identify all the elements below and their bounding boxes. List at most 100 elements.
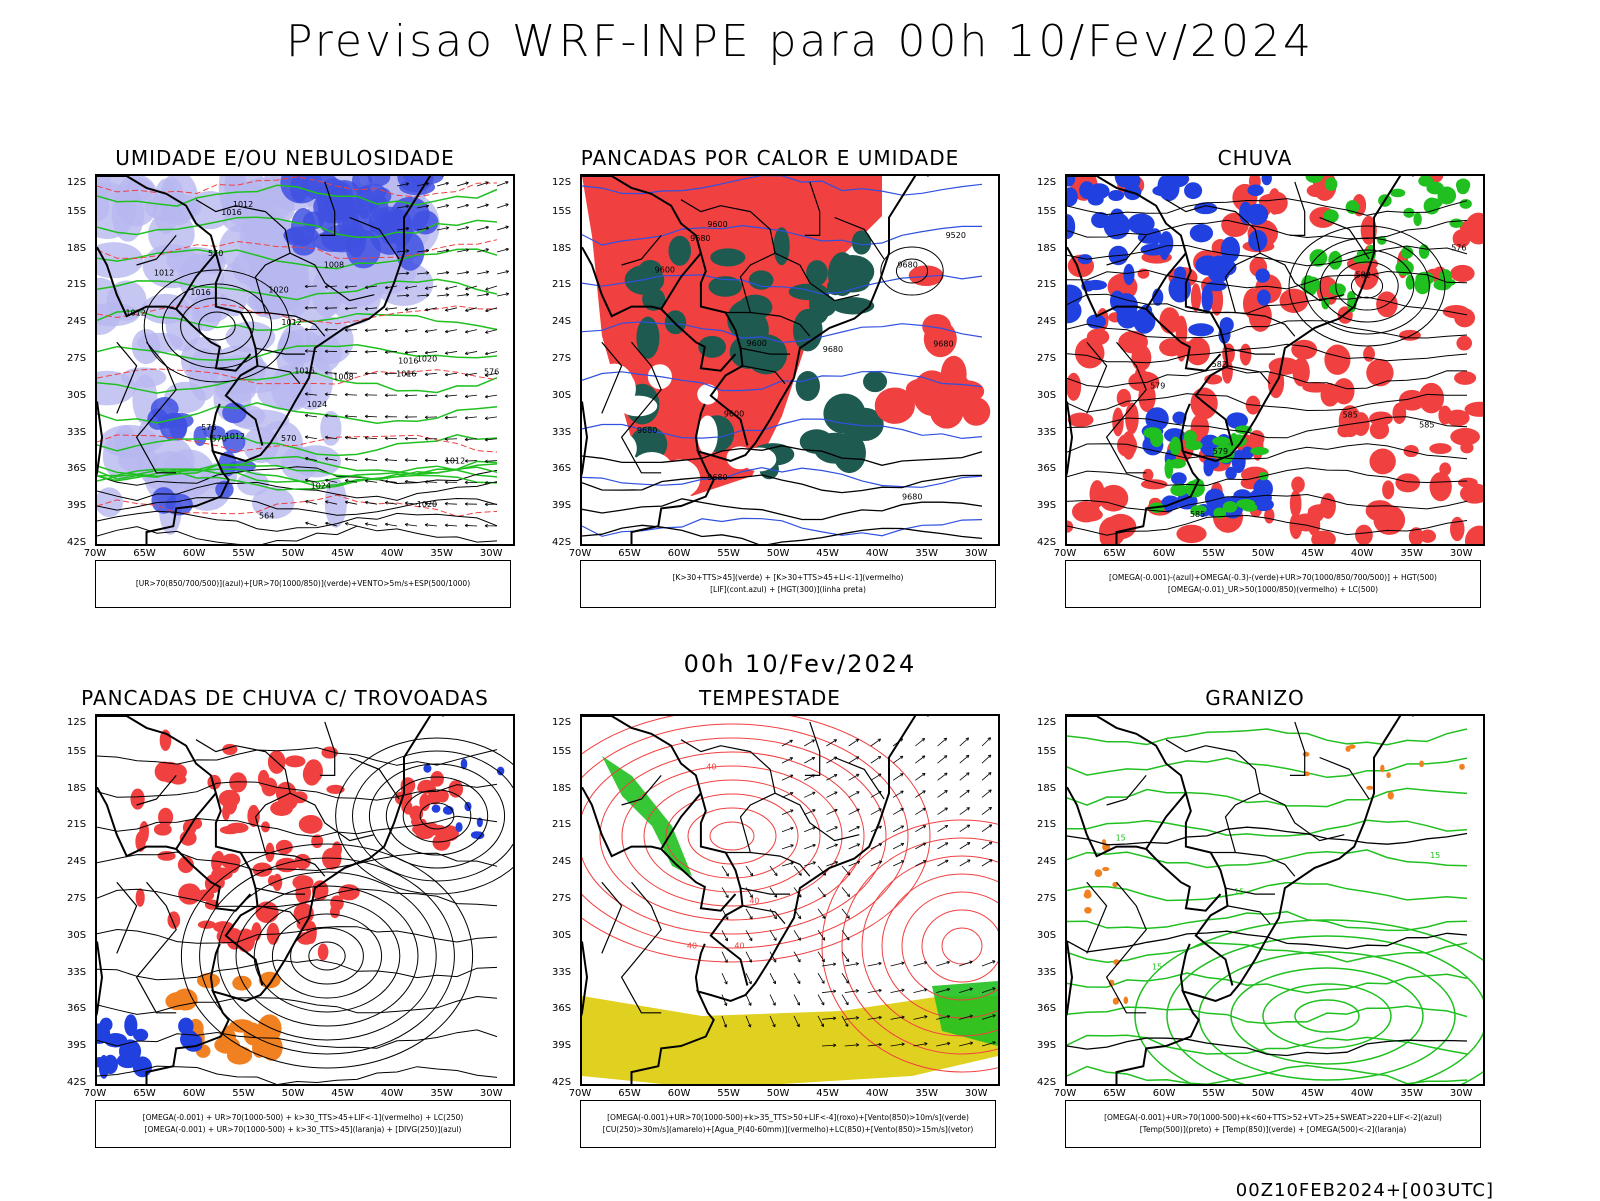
contour-label: 585 — [1190, 510, 1205, 519]
lat-tick-label: 27S — [67, 893, 86, 904]
lon-tick-label: 35W — [915, 548, 938, 559]
contour-label: 15 — [1152, 962, 1162, 971]
contour-label: 585 — [1343, 411, 1358, 420]
legend-line: [K>30+TTS>45](verde) + [K>30+TTS>45+LI<-… — [581, 572, 995, 584]
contour-label: 1016 — [190, 288, 210, 297]
lon-tick-label: 60W — [183, 548, 206, 559]
lat-tick-label: 12S — [1037, 717, 1056, 728]
lon-tick-label: 35W — [430, 1088, 453, 1099]
contour-label: 40 — [734, 942, 744, 951]
contour-label: 9680 — [897, 260, 917, 269]
lon-tick-label: 70W — [84, 1088, 107, 1099]
lon-tick-label: 60W — [668, 548, 691, 559]
contour-label: 582 — [1356, 271, 1371, 280]
contour-label: 1016 — [221, 208, 241, 217]
lon-tick-label: 40W — [1351, 1088, 1374, 1099]
lat-tick-label: 18S — [552, 783, 571, 794]
contour-label: 1012 — [125, 309, 145, 318]
contour-label: 9600 — [707, 220, 727, 229]
lat-tick-label: 30S — [67, 930, 86, 941]
lon-tick-label: 40W — [381, 548, 404, 559]
lon-tick-label: 55W — [717, 548, 740, 559]
lat-tick-label: 21S — [1037, 279, 1056, 290]
legend-line: [OMEGA(-0.01)_UR>50(1000/850)(vermelho) … — [1066, 584, 1480, 596]
lat-tick-label: 24S — [1037, 316, 1056, 327]
forecast-map — [95, 714, 515, 1086]
contour-label: 9600 — [655, 266, 675, 275]
lat-tick-label: 30S — [552, 930, 571, 941]
panel-title: TEMPESTADE — [530, 686, 1010, 710]
main-title: Previsao WRF-INPE para 00h 10/Fev/2024 — [0, 16, 1600, 67]
lon-tick-label: 70W — [84, 548, 107, 559]
legend-line: [Temp(500)](preto) + [Temp(850)](verde) … — [1066, 1124, 1480, 1136]
lon-tick-label: 30W — [1450, 1088, 1473, 1099]
run-time-footer: 00Z10FEB2024+[003UTC] — [1236, 1180, 1494, 1201]
panel-legend: [OMEGA(-0.001)-(azul)+OMEGA(-0.3)-(verde… — [1065, 560, 1481, 608]
lon-tick-label: 40W — [381, 1088, 404, 1099]
contour-label: 1020 — [417, 500, 437, 509]
lat-tick-label: 39S — [1037, 1040, 1056, 1051]
contour-label: 570 — [208, 249, 223, 258]
lon-tick-label: 55W — [232, 548, 255, 559]
lat-tick-label: 36S — [552, 1003, 571, 1014]
lat-tick-label: 15S — [67, 206, 86, 217]
lon-tick-label: 70W — [1054, 548, 1077, 559]
lon-tick-label: 40W — [1351, 548, 1374, 559]
contour-label: 564 — [259, 511, 274, 520]
lon-tick-label: 35W — [915, 1088, 938, 1099]
lon-tick-label: 50W — [1252, 548, 1275, 559]
contour-label: 9680 — [707, 473, 727, 482]
contour-label: 1020 — [268, 286, 288, 295]
lon-tick-label: 35W — [1400, 1088, 1423, 1099]
lat-tick-label: 27S — [1037, 893, 1056, 904]
lon-tick-label: 30W — [1450, 548, 1473, 559]
lat-tick-label: 33S — [67, 967, 86, 978]
lon-tick-label: 40W — [866, 548, 889, 559]
lat-tick-label: 39S — [1037, 500, 1056, 511]
lon-tick-label: 35W — [1400, 548, 1423, 559]
lat-tick-label: 33S — [67, 427, 86, 438]
lat-tick-label: 30S — [1037, 390, 1056, 401]
contour-label: 1008 — [333, 373, 353, 382]
lon-tick-label: 50W — [282, 1088, 305, 1099]
lat-tick-label: 39S — [67, 1040, 86, 1051]
legend-line: [CU(250)>30m/s](amarelo)+[Agua_P(40-60mm… — [581, 1124, 995, 1136]
lat-tick-label: 30S — [67, 390, 86, 401]
lon-tick-label: 65W — [133, 1088, 156, 1099]
panel-pancadas-calor: PANCADAS POR CALOR E UMIDADE 9680 9680 9600… — [530, 146, 1010, 626]
lat-tick-label: 27S — [67, 353, 86, 364]
contour-label: 9680 — [823, 345, 843, 354]
contour-label: 15 — [1116, 833, 1126, 842]
lat-tick-label: 36S — [1037, 1003, 1056, 1014]
lat-tick-label: 15S — [1037, 206, 1056, 217]
lat-tick-label: 27S — [552, 893, 571, 904]
lat-tick-label: 18S — [67, 243, 86, 254]
lat-tick-label: 24S — [1037, 856, 1056, 867]
contour-label: 9680 — [933, 340, 953, 349]
lon-tick-label: 55W — [232, 1088, 255, 1099]
lat-tick-label: 12S — [67, 177, 86, 188]
contour-label: 9680 — [637, 426, 657, 435]
contour-label: 9520 — [946, 231, 966, 240]
panel-legend: [OMEGA(-0.001) + UR>70(1000-500) + k>30_… — [95, 1100, 511, 1148]
lat-tick-label: 18S — [1037, 243, 1056, 254]
lat-tick-label: 39S — [67, 500, 86, 511]
lon-tick-label: 45W — [1301, 1088, 1324, 1099]
legend-line: [OMEGA(-0.001)+UR>70(1000-500)+k>35_TTS>… — [581, 1112, 995, 1124]
contour-label: 15 — [1430, 851, 1440, 860]
lon-tick-label: 60W — [668, 1088, 691, 1099]
panel-legend: [UR>70(850/700/500)](azul)+[UR>70(1000/8… — [95, 560, 511, 608]
lon-tick-label: 55W — [717, 1088, 740, 1099]
lon-tick-label: 65W — [133, 548, 156, 559]
lon-tick-label: 60W — [1153, 1088, 1176, 1099]
panel-title: PANCADAS POR CALOR E UMIDADE — [530, 146, 1010, 170]
contour-label: 570 — [211, 435, 226, 444]
lat-tick-label: 21S — [1037, 819, 1056, 830]
lat-tick-label: 21S — [552, 279, 571, 290]
